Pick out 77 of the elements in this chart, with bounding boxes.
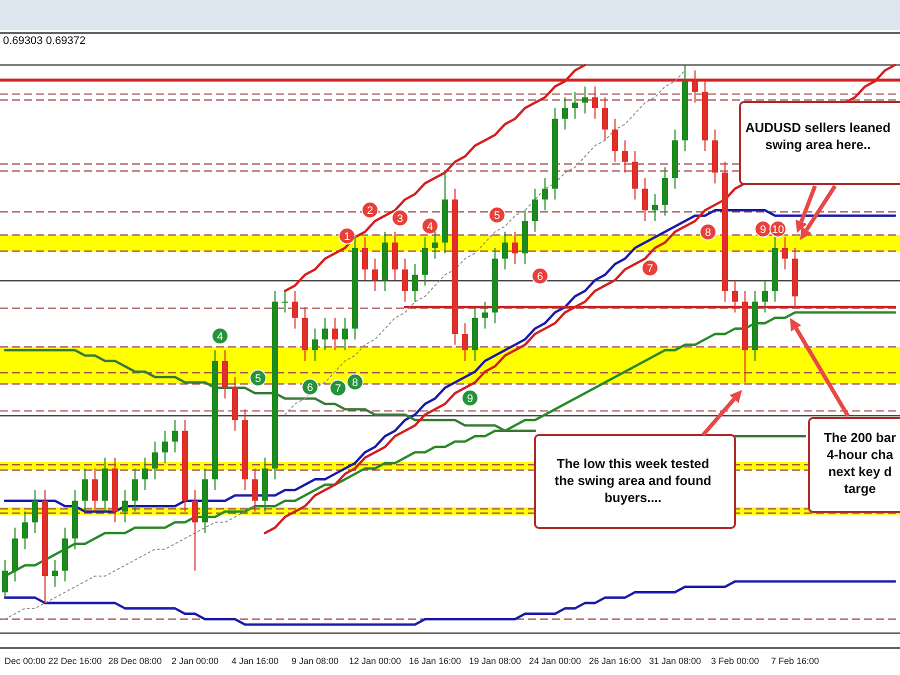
candlestick <box>412 263 418 302</box>
candlestick <box>512 231 518 265</box>
annotation: 4 <box>216 331 224 343</box>
candlestick <box>152 441 158 480</box>
x-tick-label: 16 Jan 16:00 <box>408 656 462 666</box>
candlestick <box>142 457 148 491</box>
annotation: 3 <box>396 213 404 225</box>
annotation: 7 <box>334 383 342 395</box>
x-tick-label: 3 Feb 00:00 <box>710 656 760 666</box>
x-tick-label: 26 Jan 16:00 <box>588 656 642 666</box>
candlestick <box>502 231 508 270</box>
candlestick <box>162 430 168 464</box>
candlestick <box>622 140 628 174</box>
annotation: The low this week tested the swing area and found buyers.... <box>554 456 712 505</box>
candlestick <box>122 489 128 523</box>
candlestick <box>652 194 658 222</box>
annotation: 10 <box>772 224 784 236</box>
annotation: 5 <box>494 210 500 222</box>
annotation: AUDUSD sellers leaned swing area here.. <box>745 120 891 152</box>
candlestick <box>762 280 768 314</box>
x-tick-label: 19 Jan 08:00 <box>468 656 522 666</box>
candlestick <box>732 280 738 314</box>
x-tick-label: 24 Jan 00:00 <box>528 656 582 666</box>
candlestick <box>642 177 648 222</box>
candlestick <box>32 489 38 534</box>
x-tick-label: 7 Feb 16:00 <box>770 656 820 666</box>
annotation: 5 <box>254 373 262 385</box>
candlestick <box>342 317 348 351</box>
x-tick-label: 22 Dec 16:00 <box>48 656 102 666</box>
x-tick-label: 12 Jan 00:00 <box>348 656 402 666</box>
annotation: 7 <box>646 263 654 275</box>
candlestick <box>592 86 598 120</box>
annotation: 8 <box>704 227 712 239</box>
candlestick <box>322 317 328 351</box>
candlestick <box>82 468 88 512</box>
candlestick <box>462 322 468 362</box>
x-tick-label: 28 Dec 08:00 <box>108 656 162 666</box>
candlestick <box>782 236 788 270</box>
annotation: 4 <box>426 221 434 233</box>
candlestick <box>292 290 298 330</box>
candlestick <box>612 118 618 162</box>
candlestick <box>22 510 28 550</box>
candlestick <box>572 91 578 120</box>
candlestick <box>52 559 58 588</box>
candlestick <box>562 96 568 130</box>
annotation: 2 <box>366 205 374 217</box>
x-tick-label: 4 Jan 16:00 <box>231 656 279 666</box>
candlestick <box>582 86 588 114</box>
candlestick <box>252 468 258 512</box>
x-tick-label: Dec 00:00 <box>4 656 46 666</box>
annotation: The 200 bar 4-hour cha next key d targe <box>824 430 896 496</box>
x-tick-label: 2 Jan 00:00 <box>171 656 219 666</box>
candlestick <box>362 236 368 281</box>
annotation: 9 <box>466 393 474 405</box>
candlestick <box>282 290 288 314</box>
annotation: 9 <box>760 224 766 236</box>
candlestick <box>312 328 318 362</box>
candlestick <box>92 468 98 512</box>
candlestick <box>542 177 548 211</box>
candlestick <box>432 231 438 260</box>
candlestick <box>192 489 198 572</box>
x-tick-label: 9 Jan 08:00 <box>291 656 339 666</box>
candlestick <box>132 468 138 512</box>
candlestick <box>532 188 538 232</box>
candlestick <box>482 301 488 330</box>
annotation: 6 <box>536 271 544 283</box>
annotation: 8 <box>352 377 358 389</box>
annotation: 6 <box>306 382 314 394</box>
candlestick <box>402 258 408 302</box>
text: 0.69303 0.69372 <box>3 35 86 47</box>
candlestick <box>602 96 608 141</box>
candlestick <box>332 317 338 351</box>
annotation: 1 <box>344 231 350 243</box>
x-tick-label: 31 Jan 08:00 <box>648 656 702 666</box>
candlestick <box>692 70 698 104</box>
candlestick <box>172 419 178 453</box>
candlestick <box>372 258 378 292</box>
